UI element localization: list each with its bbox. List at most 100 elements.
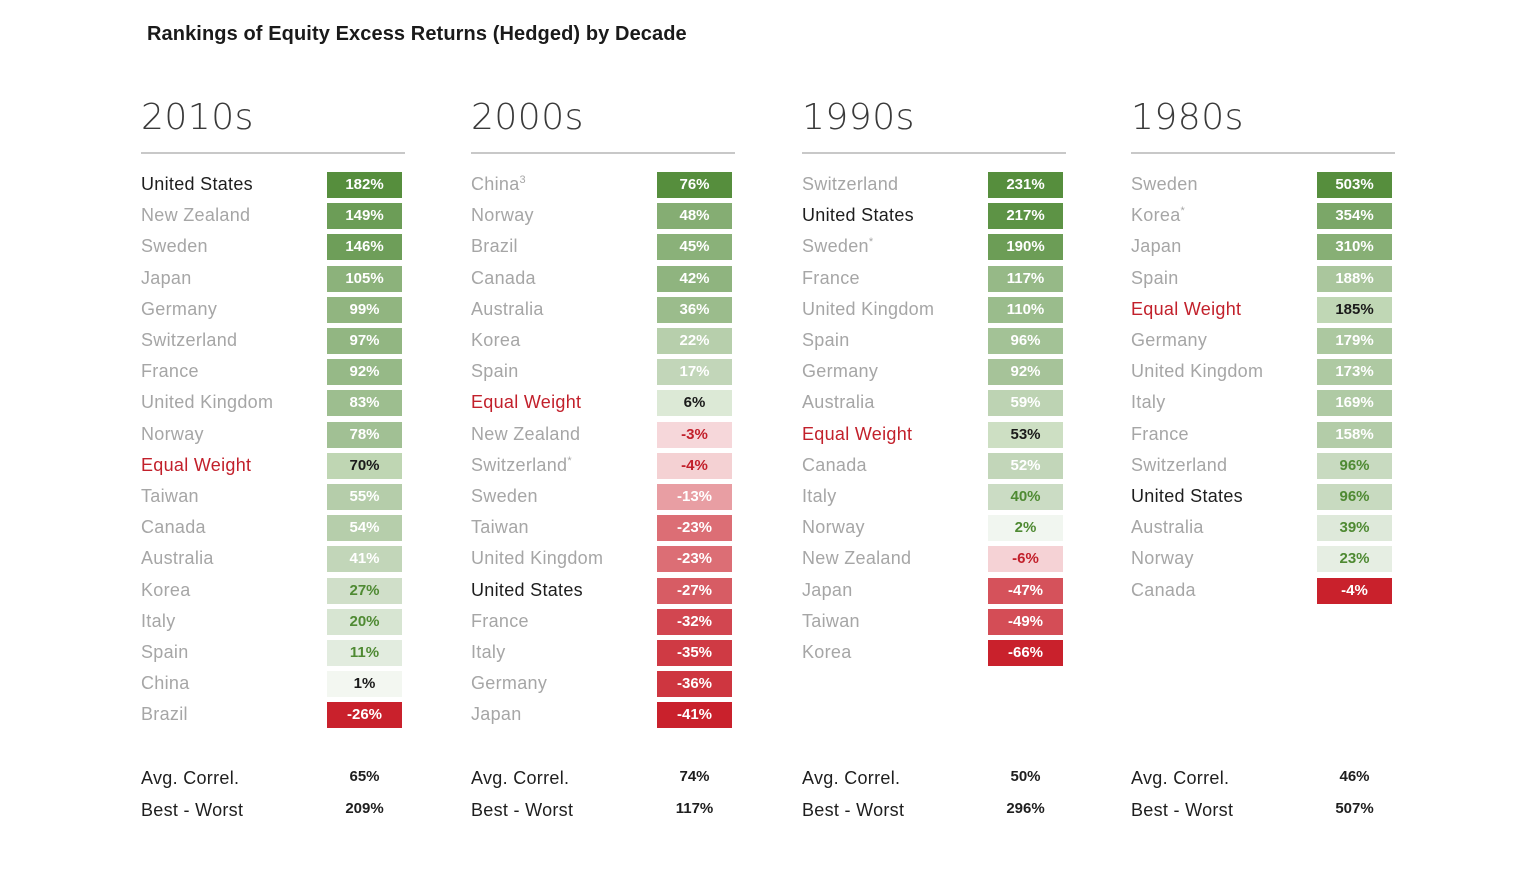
- ranking-row: Spain 11%: [141, 640, 405, 666]
- value-cell: 96%: [1317, 484, 1392, 510]
- value-cell: 59%: [988, 390, 1063, 417]
- best-worst-label: Best - Worst: [1131, 800, 1234, 820]
- country-label: Switzerland*: [471, 454, 572, 475]
- country-label: United Kingdom: [471, 548, 604, 569]
- country-label: Japan: [1131, 236, 1182, 257]
- footnote-marker: *: [868, 236, 874, 249]
- country-label: Spain: [471, 361, 519, 382]
- ranking-row: Sweden 503%: [1131, 172, 1395, 198]
- value-cell: 105%: [327, 265, 402, 292]
- avg-correl-label: Avg. Correl.: [802, 768, 901, 788]
- country-label: Canada: [141, 517, 206, 538]
- ranking-row: Brazil -26%: [141, 702, 405, 729]
- value-cell: 6%: [657, 390, 732, 417]
- avg-correl-value: 65%: [349, 768, 380, 785]
- value-cell: -4%: [657, 452, 732, 479]
- avg-correl-row: Avg. Correl. 65%: [141, 768, 405, 792]
- value-cell: 217%: [988, 203, 1063, 230]
- best-worst-label: Best - Worst: [471, 800, 574, 820]
- ranking-row: Sweden -13%: [471, 484, 735, 510]
- value-cell: -23%: [657, 515, 732, 542]
- ranking-row: Norway 2%: [802, 515, 1066, 542]
- country-label: United Kingdom: [1131, 361, 1264, 382]
- avg-correl-label: Avg. Correl.: [1131, 768, 1230, 788]
- ranking-row: New Zealand -6%: [802, 546, 1066, 573]
- value-cell: 92%: [327, 359, 402, 386]
- value-cell: 52%: [988, 452, 1063, 479]
- panel-2000s: 2000s China3 76% Norway 48% Brazil 45% Canada 42…: [471, 96, 735, 820]
- avg-correl-value: 74%: [679, 768, 710, 785]
- value-cell: -66%: [988, 640, 1063, 666]
- ranking-row: United States 217%: [802, 203, 1066, 230]
- value-cell: 40%: [988, 484, 1063, 510]
- value-cell: -47%: [988, 577, 1063, 604]
- ranking-row: Australia 39%: [1131, 515, 1395, 542]
- ranking-row: Germany 92%: [802, 359, 1066, 386]
- value-cell: 48%: [657, 203, 732, 230]
- value-cell: 20%: [327, 608, 402, 635]
- country-label: Canada: [802, 454, 867, 475]
- ranking-row: Canada 54%: [141, 515, 405, 542]
- avg-correl-value: 46%: [1339, 768, 1370, 785]
- value-cell: -41%: [657, 702, 732, 729]
- value-cell: 36%: [657, 296, 732, 323]
- best-worst-label: Best - Worst: [802, 800, 905, 820]
- best-worst-row: Best - Worst 209%: [141, 800, 405, 824]
- best-worst-label: Best - Worst: [141, 800, 244, 820]
- ranking-row: Switzerland* -4%: [471, 452, 735, 479]
- value-cell: 96%: [1317, 452, 1392, 479]
- country-label: Japan: [802, 579, 853, 600]
- ranking-row: Germany 179%: [1131, 328, 1395, 354]
- value-cell: 310%: [1317, 234, 1392, 261]
- value-cell: 39%: [1317, 515, 1392, 542]
- ranking-row: Switzerland 231%: [802, 172, 1066, 198]
- country-label: Switzerland: [1131, 454, 1228, 475]
- avg-correl-value: 50%: [1010, 768, 1041, 785]
- value-cell: 185%: [1317, 296, 1392, 323]
- decade-heading: 1980s: [1131, 97, 1244, 138]
- ranking-row: Japan -47%: [802, 577, 1066, 604]
- country-label: Canada: [471, 267, 536, 288]
- country-label: Germany: [471, 673, 548, 694]
- ranking-row: Japan -41%: [471, 702, 735, 729]
- value-cell: 27%: [327, 577, 402, 604]
- ranking-row: Brazil 45%: [471, 234, 735, 261]
- country-label: Sweden*: [802, 236, 874, 257]
- country-label: Spain: [141, 642, 189, 662]
- country-label: Canada: [1131, 579, 1196, 600]
- ranking-row: Australia 41%: [141, 546, 405, 573]
- ranking-row: United Kingdom 110%: [802, 296, 1066, 323]
- best-worst-row: Best - Worst 507%: [1131, 800, 1395, 824]
- value-cell: -13%: [657, 484, 732, 510]
- value-cell: 99%: [327, 296, 402, 323]
- country-label: Korea: [141, 579, 191, 600]
- country-label: Spain: [1131, 267, 1179, 288]
- ranking-row: Equal Weight 185%: [1131, 296, 1395, 323]
- value-cell: 41%: [327, 546, 402, 573]
- country-label: Equal Weight: [1131, 298, 1242, 319]
- ranking-row: New Zealand -3%: [471, 421, 735, 448]
- value-cell: -6%: [988, 546, 1063, 573]
- country-label: Sweden: [141, 236, 208, 257]
- country-label: Norway: [802, 517, 865, 538]
- ranking-row: Germany 99%: [141, 296, 405, 323]
- value-cell: 42%: [657, 265, 732, 292]
- value-cell: 110%: [988, 296, 1063, 323]
- ranking-row: Spain 96%: [802, 328, 1066, 354]
- country-label: Equal Weight: [141, 454, 252, 475]
- heading-rule: [141, 152, 405, 154]
- decade-heading: 2000s: [471, 97, 584, 138]
- ranking-row: Canada 42%: [471, 265, 735, 292]
- ranking-row: France 92%: [141, 359, 405, 386]
- best-worst-row: Best - Worst 117%: [471, 800, 735, 824]
- chart-title: Rankings of Equity Excess Returns (Hedge…: [147, 23, 687, 45]
- value-cell: 55%: [327, 484, 402, 510]
- country-label: China3: [471, 174, 526, 194]
- ranking-row: Canada 52%: [802, 452, 1066, 479]
- ranking-row: Spain 17%: [471, 359, 735, 386]
- value-cell: 97%: [327, 328, 402, 354]
- best-worst-row: Best - Worst 296%: [802, 800, 1066, 824]
- ranking-row: United Kingdom 83%: [141, 390, 405, 417]
- country-label: Taiwan: [141, 486, 199, 506]
- value-cell: 354%: [1317, 203, 1392, 230]
